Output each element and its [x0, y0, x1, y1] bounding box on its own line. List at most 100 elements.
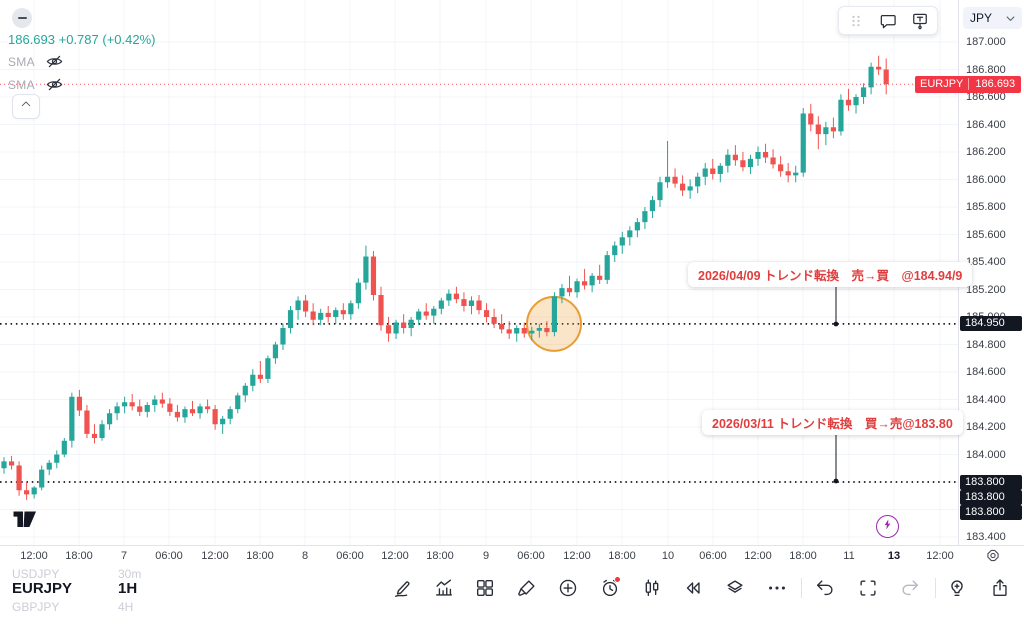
candle-body	[91, 433, 98, 438]
add-circle-icon[interactable]	[554, 574, 582, 602]
candle-body	[476, 300, 482, 311]
time-tick-label: 18:00	[789, 550, 817, 562]
symbol-price-line: 186.693 +0.787 (+0.42%)	[8, 32, 156, 47]
interval-current[interactable]: 1H	[118, 580, 138, 597]
time-tick-label: 9	[482, 550, 490, 562]
candle-body	[778, 164, 784, 172]
gear-icon[interactable]	[984, 547, 1002, 565]
instant-trading-button[interactable]	[876, 515, 899, 538]
candle-body	[838, 99, 844, 132]
floating-drawing-toolbar[interactable]	[838, 6, 938, 35]
candle-body	[800, 113, 806, 173]
time-tick-label: 12:00	[744, 550, 772, 562]
chat-bubble-icon[interactable]	[877, 10, 899, 32]
candlesticks-icon[interactable]	[638, 574, 666, 602]
currency-selector[interactable]: JPY	[963, 7, 1022, 29]
grid-layout-icon[interactable]	[471, 574, 499, 602]
share-icon[interactable]	[986, 574, 1014, 602]
currency-label: JPY	[970, 11, 993, 25]
candle-body	[152, 399, 158, 405]
candle-body	[416, 311, 422, 320]
price-axis[interactable]: 187.000 186.800 186.600 186.400 186.200 186.0…	[959, 0, 1024, 545]
price-tick-label: 186.600	[966, 91, 1006, 103]
current-price-symbol: EURJPY	[915, 78, 970, 91]
interval-prev[interactable]: 30m	[118, 567, 142, 581]
eye-off-icon[interactable]	[45, 75, 64, 94]
redo-arrow-icon[interactable]	[896, 574, 924, 602]
time-axis[interactable]: 12:00 18:00 7 06:00 12:00 18:00 8 06:00 12:00 18:…	[0, 546, 1024, 567]
candle-body	[189, 409, 196, 414]
candle-body	[725, 154, 731, 166]
candle-body	[581, 281, 588, 286]
time-tick-label: 12:00	[926, 550, 954, 562]
interval-next[interactable]: 4H	[118, 600, 134, 614]
candlestick-chart[interactable]	[0, 0, 958, 545]
candle-body	[808, 113, 814, 125]
drag-handle-icon[interactable]	[845, 10, 867, 32]
candle-body	[99, 424, 105, 438]
candle-body	[815, 124, 821, 135]
eye-off-icon[interactable]	[45, 52, 64, 71]
candlestick-series	[1, 55, 889, 500]
candle-body	[710, 168, 716, 174]
symbol-next[interactable]: GBPJPY	[12, 600, 60, 614]
candle-body	[747, 158, 754, 168]
legend-expand-button[interactable]	[12, 94, 40, 119]
tradingview-logo[interactable]	[12, 508, 38, 532]
level-price-label: 183.800	[960, 474, 1022, 490]
candle-body	[627, 230, 633, 238]
layers-icon[interactable]	[721, 574, 749, 602]
candle-body	[69, 396, 75, 441]
symbol-prev[interactable]: USDJPY	[12, 567, 60, 581]
fullscreen-icon[interactable]	[854, 574, 882, 602]
idea-bulb-icon[interactable]	[943, 574, 971, 602]
candle-body	[182, 409, 188, 418]
level-price-label: 183.800	[960, 489, 1022, 505]
time-tick-label: 06:00	[699, 550, 727, 562]
candle-body	[122, 402, 128, 407]
candle-body	[431, 308, 437, 316]
undo-arrow-icon[interactable]	[811, 574, 839, 602]
level-price-label: 184.950	[960, 316, 1022, 332]
candle-body	[438, 300, 444, 309]
trend-annotation-1[interactable]: 2026/04/09 トレンド転換 売→買 @184.94/9	[688, 262, 973, 287]
candle-body	[167, 403, 173, 412]
candle-body	[280, 328, 286, 345]
time-tick-label: 11	[843, 550, 855, 562]
trend-annotation-2[interactable]: 2026/03/11 トレンド転換 買→売@183.80	[702, 410, 963, 435]
current-price-value: 186.693	[975, 78, 1016, 91]
candle-body	[853, 97, 859, 106]
candle-body	[612, 245, 618, 256]
candle-body	[272, 344, 279, 359]
brush-icon[interactable]	[513, 574, 541, 602]
candle-body	[114, 406, 120, 414]
rewind-icon[interactable]	[679, 574, 707, 602]
candle-body	[220, 418, 226, 425]
candle-body	[129, 402, 135, 407]
candle-body	[446, 293, 452, 301]
candle-body	[634, 222, 640, 231]
candle-body	[755, 152, 761, 159]
candle-body	[883, 69, 889, 85]
alert-clock-icon[interactable]	[596, 574, 624, 602]
candle-body	[544, 328, 550, 333]
symbol-current[interactable]: EURJPY	[12, 580, 73, 597]
chart-indicators-icon[interactable]	[430, 574, 458, 602]
candle-body	[378, 295, 384, 326]
text-tool-icon[interactable]	[909, 10, 931, 32]
candle-body	[363, 256, 369, 283]
price-tick-label: 184.400	[966, 393, 1006, 406]
ellipsis-icon[interactable]	[763, 574, 791, 602]
candle-body	[845, 99, 852, 106]
price-tick-label: 185.400	[966, 256, 1006, 268]
legend-collapse-minus-button[interactable]	[12, 8, 32, 28]
price-tick-label: 184.200	[966, 421, 1006, 433]
current-price-label: EURJPY 186.693	[915, 75, 1022, 93]
marker-pen-icon[interactable]	[389, 574, 417, 602]
time-axis-separator	[0, 545, 1024, 546]
price-tick-label: 187.000	[966, 36, 1006, 48]
chart-plot-area[interactable]	[0, 0, 958, 545]
candle-body	[559, 288, 565, 297]
candle-body	[159, 399, 165, 404]
candle-body	[619, 237, 625, 246]
